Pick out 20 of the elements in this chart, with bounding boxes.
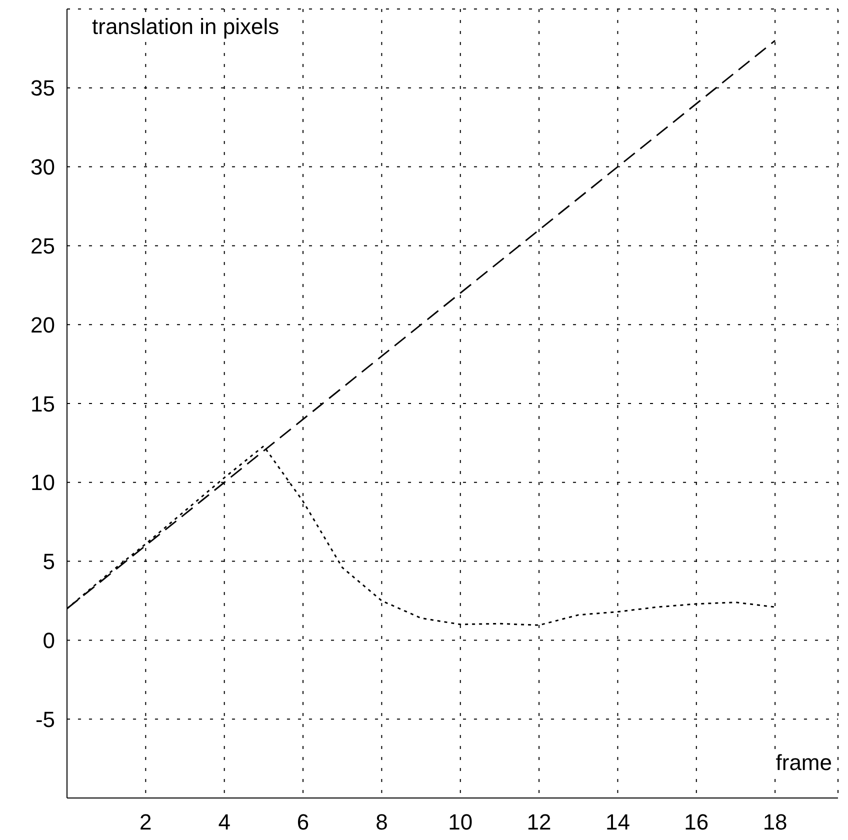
x-tick-label: 6: [296, 810, 310, 835]
y-tick-label: 0: [42, 628, 55, 654]
y-tick-label: 35: [30, 76, 55, 101]
x-axis-title: frame: [772, 750, 836, 776]
x-tick-label: 10: [448, 810, 473, 835]
y-tick-label: 15: [30, 391, 55, 416]
x-tick-label: 12: [526, 810, 552, 835]
y-tick-label: 10: [30, 470, 55, 496]
y-tick-label: 25: [30, 234, 55, 259]
y-tick-label: 20: [30, 312, 55, 338]
y-tick-label: 5: [42, 549, 55, 574]
chart-title: translation in pixels: [88, 14, 284, 40]
y-tick-label: 30: [30, 154, 55, 180]
x-tick-label: 8: [376, 810, 388, 835]
x-tick-label: 14: [605, 810, 630, 835]
x-tick-label: 4: [218, 810, 230, 835]
y-tick-label: -5: [35, 706, 55, 732]
x-tick-label: 18: [762, 810, 788, 835]
x-tick-label: 2: [140, 810, 152, 835]
x-tick-label: 16: [684, 810, 709, 835]
